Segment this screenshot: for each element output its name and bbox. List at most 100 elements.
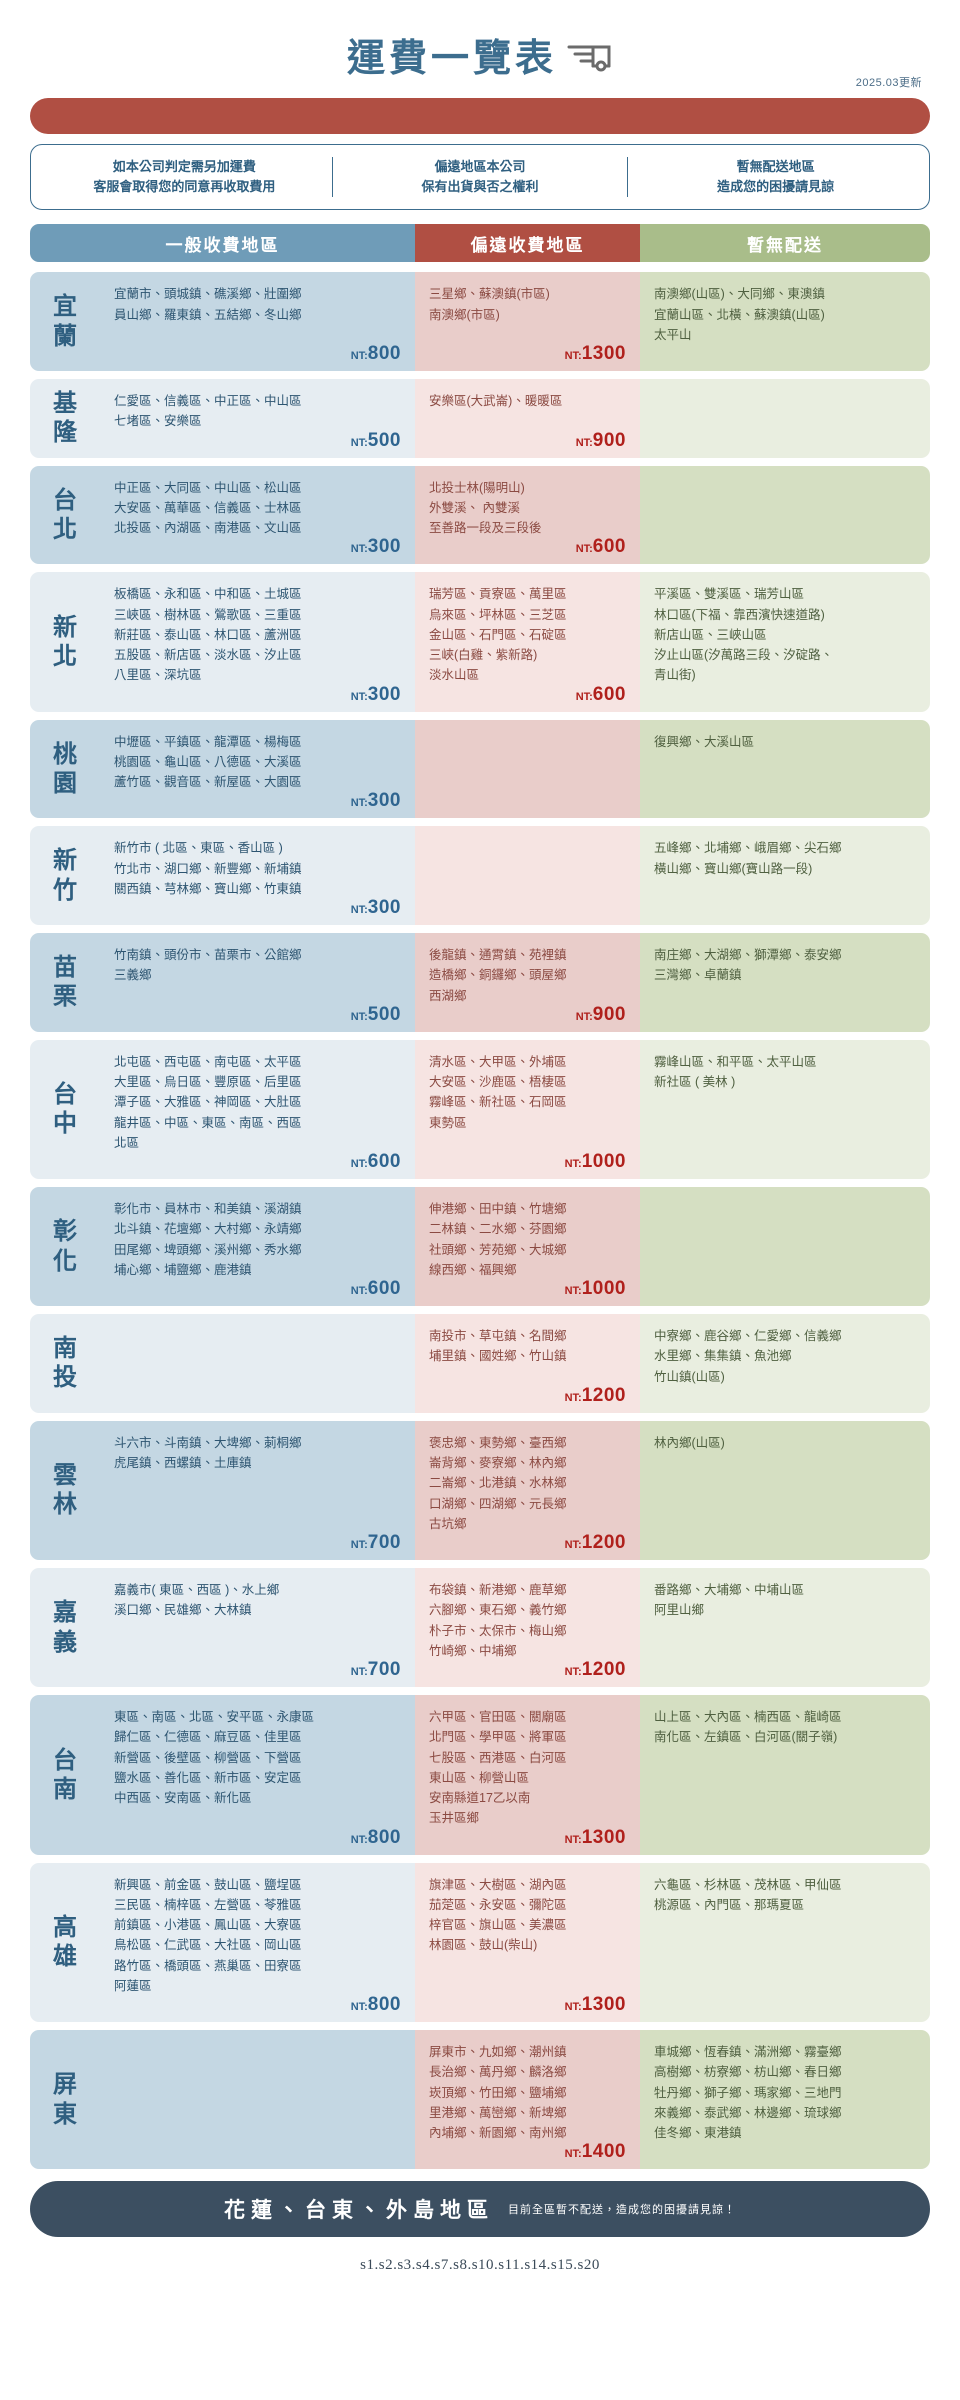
region-name-char: 基 [53, 390, 77, 418]
area-line: 內埔鄉、新園鄉、南州鄉 [429, 2126, 567, 2141]
area-line: 桃源區、內門區、那瑪夏區 [654, 1897, 805, 1912]
area-line: 社頭鄉、芳苑鄉、大城鄉 [429, 1242, 567, 1257]
price-label: NT:1300 [565, 1994, 626, 2016]
region-name-char: 北 [53, 642, 77, 670]
area-line: 北投區、內湖區、南港區、文山區 [114, 521, 302, 536]
region-name-cell: 台中 [30, 1039, 100, 1180]
area-line: 中壢區、平鎮區、龍潭區、楊梅區 [114, 734, 302, 749]
area-line: 南澳鄉(山區)、大同鄉、東澳鎮 [654, 287, 825, 302]
area-line: 伸港鄉、田中鎮、竹塘鄉 [429, 1202, 567, 1217]
area-line: 七股區、西港區、白河區 [429, 1750, 567, 1765]
general-area-cell: 北屯區、西屯區、南屯區、太平區 大里區、烏日區、豐原區、后里區 潭子區、大雅區、神岡… [100, 1039, 415, 1180]
price-label: NT:300 [351, 790, 401, 812]
price-amount: 500 [367, 1003, 401, 1025]
area-line: 二林鎮、二水鄉、芬園鄉 [429, 1222, 567, 1237]
no-delivery-area-cell: 復興鄉、大溪山區 [640, 719, 930, 819]
table-row: 彰化彰化市、員林市、和美鎮、溪湖鎮 北斗鎮、花壇鄉、大村鄉、永靖鄉 田尾鄉、埤頭鄉、… [30, 1187, 930, 1307]
area-list: 安樂區(大武崙)、暖暖區 [429, 391, 626, 411]
area-list: 霧峰山區、和平區、太平山區 新社區 ( 美林 ) [654, 1052, 916, 1093]
area-line: 七堵區、安樂區 [114, 414, 202, 429]
no-delivery-area-cell: 車城鄉、恆春鎮、滿洲鄉、霧臺鄉 高樹鄉、枋寮鄉、枋山鄉、春日鄉 牡丹鄉、獅子鄉、瑪家… [640, 2030, 930, 2170]
region-name-cell: 宜蘭 [30, 272, 100, 372]
area-list: 南澳鄉(山區)、大同鄉、東澳鎮 宜蘭山區、北橫、蘇澳鎮(山區) 太平山 [654, 284, 916, 345]
red-accent-bar [30, 98, 930, 134]
area-line: 溪口鄉、民雄鄉、大林鎮 [114, 1603, 252, 1618]
area-line: 新營區、後壁區、柳營區、下營區 [114, 1750, 302, 1765]
price-label: NT:500 [351, 430, 401, 452]
area-line: 清水區、大甲區、外埔區 [429, 1054, 567, 1069]
price-label: NT:900 [576, 430, 626, 452]
currency-prefix: NT: [564, 1666, 582, 1679]
area-line: 潭子區、大雅區、神岡區、大肚區 [114, 1095, 302, 1110]
area-line: 烏來區、坪林區、三芝區 [429, 607, 567, 622]
price-amount: 1000 [581, 1278, 626, 1300]
price-amount: 1000 [581, 1151, 626, 1173]
no-delivery-area-cell: 番路鄉、大埔鄉、中埔山區 阿里山鄉 [640, 1568, 930, 1688]
region-name-char: 台 [53, 486, 77, 514]
no-delivery-area-cell: 山上區、大內區、楠西區、龍崎區 南化區、左鎮區、白河區(關子嶺) [640, 1695, 930, 1855]
area-line: 梓官區、旗山區、美濃區 [429, 1918, 567, 1933]
remote-area-cell: 三星鄉、蘇澳鎮(市區) 南澳鄉(市區) NT:1300 [415, 272, 640, 372]
currency-prefix: NT: [350, 350, 368, 363]
region-name-cell: 嘉義 [30, 1568, 100, 1688]
notice-item-surcharge: 如本公司判定需另加運費 客服會取得您的同意再收取費用 [37, 157, 332, 197]
table-row: 高雄新興區、前金區、鼓山區、鹽埕區 三民區、楠梓區、左營區、苓雅區 前鎮區、小港區、… [30, 1862, 930, 2023]
area-list: 斗六市、斗南鎮、大埤鄉、莿桐鄉 虎尾鎮、西螺鎮、土庫鎮 [114, 1433, 401, 1474]
region-name-char: 南 [53, 1775, 77, 1803]
area-line: 斗六市、斗南鎮、大埤鄉、莿桐鄉 [114, 1435, 302, 1450]
region-name-cell: 雲林 [30, 1420, 100, 1561]
area-list: 車城鄉、恆春鎮、滿洲鄉、霧臺鄉 高樹鄉、枋寮鄉、枋山鄉、春日鄉 牡丹鄉、獅子鄉、瑪家… [654, 2042, 916, 2143]
price-amount: 300 [367, 897, 401, 919]
area-line: 至善路一段及三段後 [429, 521, 542, 536]
general-area-cell: 宜蘭市、頭城鎮、礁溪鄉、壯圍鄉 員山鄉、羅東鎮、五結鄉、冬山鄉 NT:800 [100, 272, 415, 372]
area-line: 汐止山區(汐萬路三段、汐碇路、 [654, 648, 834, 663]
area-line: 竹崎鄉、中埔鄉 [429, 1643, 517, 1658]
price-amount: 600 [592, 683, 626, 705]
region-name-char: 北 [53, 515, 77, 543]
area-line: 鹽水區、善化區、新市區、安定區 [114, 1770, 302, 1785]
area-list: 新竹市 ( 北區、東區、香山區 ) 竹北市、湖口鄉、新豐鄉、新埔鎮 關西鎮、芎林鄉、… [114, 838, 401, 899]
price-amount: 900 [592, 429, 626, 451]
page-title: 運費一覽表 [346, 38, 557, 80]
region-name-char: 蘭 [53, 322, 77, 350]
region-name-char: 高 [53, 1914, 77, 1942]
price-label: NT:600 [576, 536, 626, 558]
area-line: 歸仁區、仁德區、麻豆區、佳里區 [114, 1730, 302, 1745]
area-list: 山上區、大內區、楠西區、龍崎區 南化區、左鎮區、白河區(關子嶺) [654, 1707, 916, 1748]
price-amount: 700 [367, 1659, 401, 1681]
region-name-cell: 基隆 [30, 379, 100, 458]
price-label: NT:300 [351, 684, 401, 706]
region-name-char: 台 [53, 1081, 77, 1109]
remote-area-cell: 屏東市、九如鄉、潮州鎮 長治鄉、萬丹鄉、麟洛鄉 崁頂鄉、竹田鄉、鹽埔鄉 里港鄉、萬巒鄉… [415, 2030, 640, 2170]
currency-prefix: NT: [564, 2001, 582, 2014]
area-line: 水里鄉、集集鎮、魚池鄉 [654, 1349, 792, 1364]
notice-item-no-delivery: 暫無配送地區 造成您的困擾請見諒 [627, 157, 923, 198]
table-row: 新北板橋區、永和區、中和區、土城區 三峽區、樹林區、鶯歌區、三重區 新莊區、泰山區、… [30, 572, 930, 712]
remote-area-cell: 南投市、草屯鎮、名間鄉 埔里鎮、國姓鄉、竹山鎮 NT:1200 [415, 1314, 640, 1413]
no-delivery-area-cell: 五峰鄉、北埔鄉、峨眉鄉、尖石鄉 橫山鄉、寶山鄉(寶山路一段) [640, 826, 930, 926]
region-name-cell: 南投 [30, 1314, 100, 1413]
fee-table-body: 宜蘭宜蘭市、頭城鎮、礁溪鄉、壯圍鄉 員山鄉、羅東鎮、五結鄉、冬山鄉 NT:800 三星… [30, 272, 930, 2170]
price-amount: 1200 [581, 1659, 626, 1681]
area-line: 淡水山區 [429, 668, 480, 683]
region-name-char: 東 [53, 2100, 77, 2128]
currency-prefix: NT: [575, 1010, 593, 1023]
area-list: 南投市、草屯鎮、名間鄉 埔里鎮、國姓鄉、竹山鎮 [429, 1326, 626, 1367]
currency-prefix: NT: [564, 1285, 582, 1298]
footer-note-label: 目前全區暫不配送，造成您的困擾請見諒！ [508, 2204, 736, 2217]
price-label: NT:1300 [565, 1827, 626, 1849]
currency-prefix: NT: [350, 1833, 368, 1846]
area-line: 瑞芳區、貢寮區、萬里區 [429, 587, 567, 602]
area-line: 南化區、左鎮區、白河區(關子嶺) [654, 1730, 838, 1745]
area-line: 北區 [114, 1135, 140, 1150]
general-area-cell: 彰化市、員林市、和美鎮、溪湖鎮 北斗鎮、花壇鄉、大村鄉、永靖鄉 田尾鄉、埤頭鄉、溪州… [100, 1187, 415, 1307]
area-line: 新莊區、泰山區、林口區、蘆洲區 [114, 627, 302, 642]
area-list: 三星鄉、蘇澳鎮(市區) 南澳鄉(市區) [429, 284, 626, 325]
area-line: 北投士林(陽明山) [429, 480, 525, 495]
area-list: 林內鄉(山區) [654, 1433, 916, 1453]
area-line: 六甲區、官田區、關廟區 [429, 1710, 567, 1725]
region-name-cell: 台北 [30, 465, 100, 565]
price-amount: 1300 [581, 1994, 626, 2016]
table-row: 嘉義嘉義市( 東區、西區 )、水上鄉 溪口鄉、民雄鄉、大林鎮 NT:700 布袋鎮、新… [30, 1568, 930, 1688]
